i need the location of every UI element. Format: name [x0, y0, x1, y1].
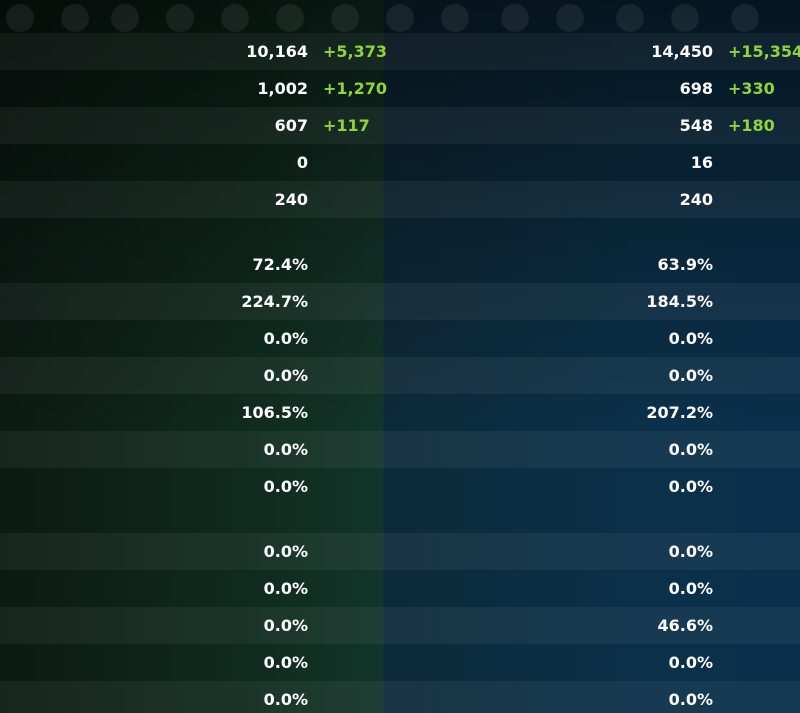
row-stripe — [0, 533, 800, 570]
stat-bonus: +330 — [728, 79, 775, 98]
stat-value: 0 — [296, 153, 308, 172]
stat-bonus: +180 — [728, 116, 775, 135]
stat-value: 63.9% — [657, 255, 713, 274]
row-stripe — [0, 431, 800, 468]
stat-value: 0.0% — [668, 579, 713, 598]
stat-value: 0.0% — [668, 690, 713, 709]
stat-value: 0.0% — [263, 690, 308, 709]
stat-value: 72.4% — [252, 255, 308, 274]
stat-value: 0.0% — [263, 579, 308, 598]
stat-value: 0.0% — [263, 366, 308, 385]
stat-bonus: +5,373 — [323, 42, 388, 61]
stat-value: 0.0% — [668, 542, 713, 561]
stat-value: 0.0% — [668, 477, 713, 496]
stat-value: 207.2% — [646, 403, 713, 422]
row-stripe — [0, 681, 800, 713]
row-stripe — [0, 607, 800, 644]
stat-value: 240 — [679, 190, 713, 209]
stat-value: 607 — [274, 116, 308, 135]
stat-value: 106.5% — [241, 403, 308, 422]
stat-bonus: +117 — [323, 116, 370, 135]
stat-value: 0.0% — [263, 477, 308, 496]
stat-value: 46.6% — [657, 616, 713, 635]
stat-value: 14,450 — [651, 42, 713, 61]
stat-value: 698 — [679, 79, 713, 98]
stat-value: 0.0% — [263, 616, 308, 635]
stat-value: 0.0% — [263, 542, 308, 561]
stat-value: 0.0% — [668, 440, 713, 459]
stat-value: 1,002 — [257, 79, 308, 98]
stat-value: 0.0% — [263, 653, 308, 672]
stat-bonus: +1,270 — [323, 79, 388, 98]
row-stripe — [0, 107, 800, 144]
stat-value: 0.0% — [668, 653, 713, 672]
stat-value: 548 — [679, 116, 713, 135]
stat-value: 0.0% — [263, 329, 308, 348]
stat-value: 0.0% — [668, 366, 713, 385]
stat-value: 240 — [274, 190, 308, 209]
stat-value: 0.0% — [668, 329, 713, 348]
stat-value: 16 — [690, 153, 713, 172]
avatar-strip — [6, 4, 759, 32]
stat-value: 224.7% — [241, 292, 308, 311]
stat-bonus: +15,354 — [728, 42, 800, 61]
stat-value: 0.0% — [263, 440, 308, 459]
stat-value: 10,164 — [246, 42, 308, 61]
row-stripe — [0, 181, 800, 218]
row-stripe — [0, 33, 800, 70]
row-stripe — [0, 283, 800, 320]
stat-value: 184.5% — [646, 292, 713, 311]
row-stripe — [0, 357, 800, 394]
